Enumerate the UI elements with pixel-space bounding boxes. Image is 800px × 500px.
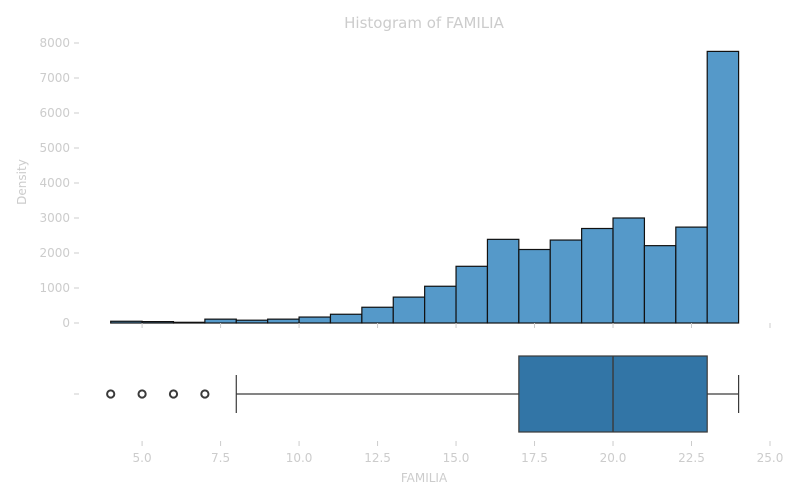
histogram-bar xyxy=(424,285,457,324)
x-tick-label: 5.0 xyxy=(133,451,152,465)
histogram-bar xyxy=(486,238,520,324)
outlier-point xyxy=(168,389,179,399)
y-tick-label: 3000 xyxy=(39,211,70,225)
histogram-bar xyxy=(643,245,677,324)
histogram-x-ticks xyxy=(141,323,771,328)
x-tick-label: 10.0 xyxy=(286,451,313,465)
histogram-bar xyxy=(706,50,740,324)
histogram-bar xyxy=(329,313,363,324)
histogram-bar xyxy=(455,265,489,324)
y-tick-label: 5000 xyxy=(39,141,70,155)
y-tick-label: 8000 xyxy=(39,36,70,50)
x-tick-label: 22.5 xyxy=(678,451,705,465)
histogram-bar xyxy=(675,226,708,324)
histogram-bar xyxy=(141,321,175,324)
outlier-point xyxy=(137,389,147,399)
x-tick-label: 17.5 xyxy=(521,451,548,465)
x-tick-label: 12.5 xyxy=(364,451,391,465)
histogram-bar xyxy=(298,316,332,324)
chart-title: Histogram of FAMILIA xyxy=(344,14,504,32)
histogram-bar xyxy=(172,321,206,324)
y-axis-label: Density xyxy=(15,159,29,205)
boxplot-x-axis: 5.0 7.5 10.0 12.5 15.0 17.5 20.0 22.5 25.0 xyxy=(133,441,784,465)
y-tick-label: 6000 xyxy=(39,106,70,120)
x-tick-label: 7.5 xyxy=(211,451,230,465)
y-tick-label: 2000 xyxy=(39,246,70,260)
histogram-bar xyxy=(581,227,614,324)
y-tick-label: 4000 xyxy=(39,176,70,190)
histogram-bars xyxy=(110,50,740,324)
histogram-bar xyxy=(361,306,394,324)
histogram-bar xyxy=(549,239,583,324)
histogram-bar xyxy=(204,318,237,324)
y-tick-label: 0 xyxy=(62,316,70,330)
boxplot xyxy=(106,355,740,433)
outlier-point xyxy=(200,389,210,399)
histogram-bar xyxy=(612,217,646,324)
histogram-y-axis: 0 1000 2000 3000 4000 5000 6000 7000 8000 xyxy=(39,36,79,330)
x-tick-label: 15.0 xyxy=(443,451,470,465)
x-tick-label: 25.0 xyxy=(757,451,784,465)
histogram-bar xyxy=(392,296,426,324)
y-tick-label: 7000 xyxy=(39,71,70,85)
histogram-bar xyxy=(267,318,300,324)
x-axis-label: FAMILIA xyxy=(401,471,448,485)
histogram-bar xyxy=(110,320,143,324)
x-tick-label: 20.0 xyxy=(600,451,627,465)
y-tick-label: 1000 xyxy=(39,281,70,295)
outlier-point xyxy=(106,389,116,399)
histogram-bar xyxy=(235,319,269,324)
histogram-bar xyxy=(518,248,551,324)
